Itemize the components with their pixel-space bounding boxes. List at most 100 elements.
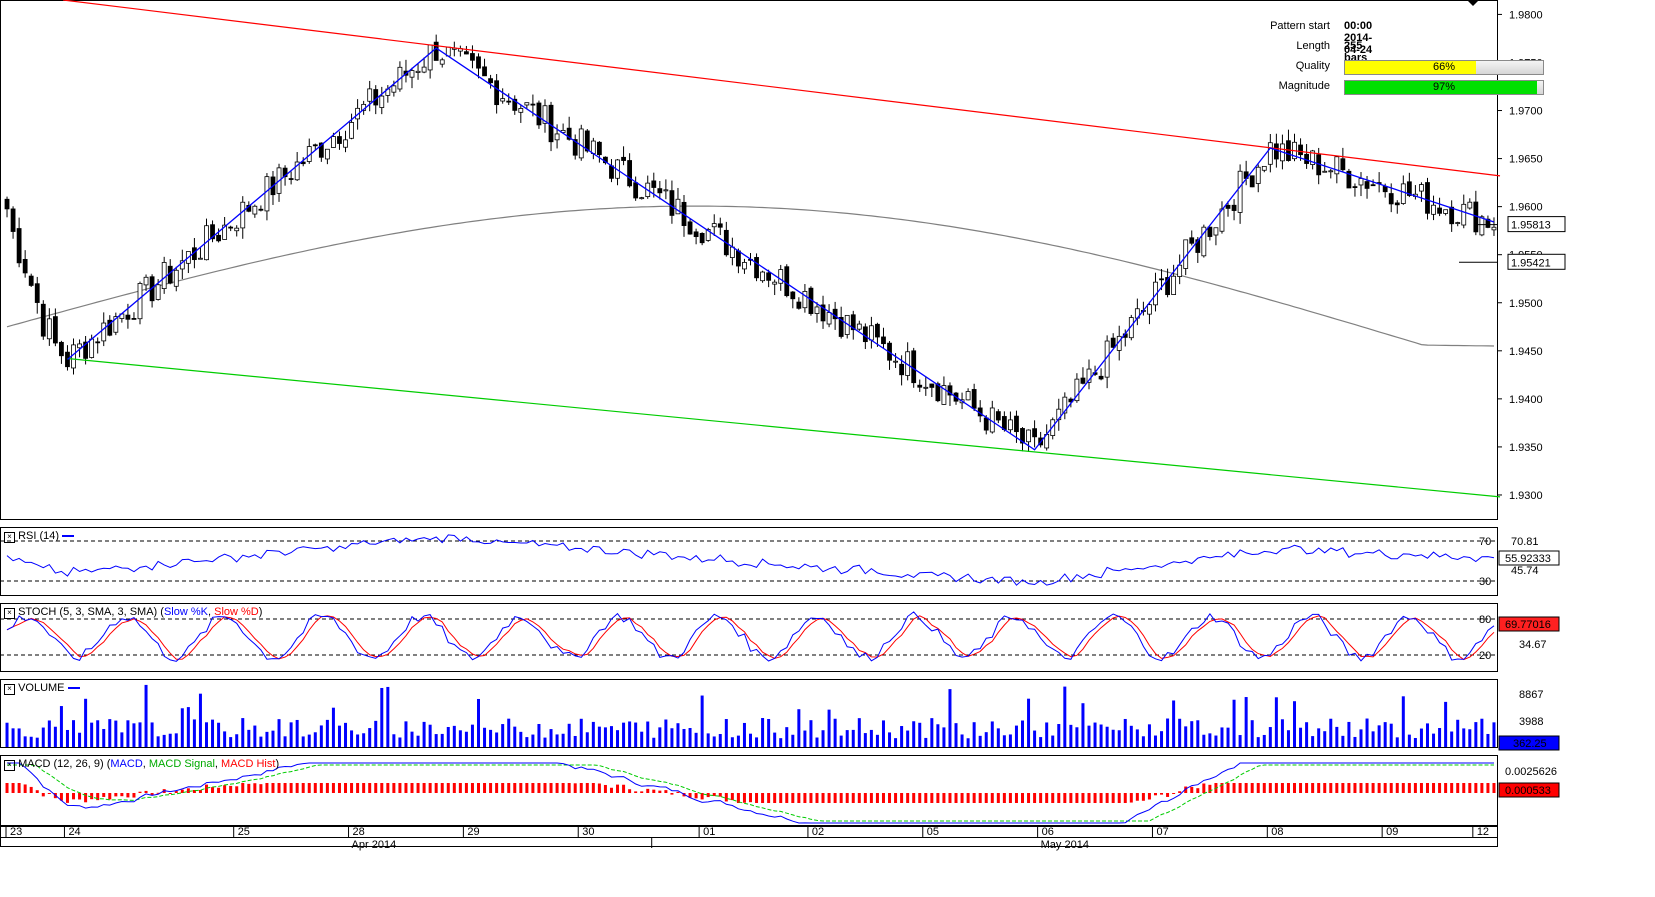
macd-hist-bar (1172, 793, 1176, 794)
macd-hist-bar (11, 783, 15, 793)
close-panel-icon[interactable]: × (4, 532, 15, 543)
volume-bar (1105, 726, 1109, 747)
macd-hist-bar (742, 793, 746, 803)
macd-hist-bar (755, 793, 759, 803)
volume-bar (773, 732, 777, 747)
macd-hist-bar (84, 793, 88, 803)
panel-frame (0, 603, 1498, 672)
macd-hist-bar (773, 793, 777, 803)
macd-hist-bar (1474, 783, 1478, 793)
rsi-line (6, 534, 1495, 586)
macd-hist-bar (78, 793, 82, 800)
volume-bar (724, 719, 728, 747)
candle-up (46, 318, 52, 340)
macd-hist-bar (1081, 793, 1085, 803)
macd-title-prefix: MACD (12, 26, 9) ( (18, 758, 111, 770)
macd-hist-bar (972, 793, 976, 803)
macd-hist-bar (241, 783, 245, 793)
candle-up (578, 128, 584, 159)
axes: 1.98001.97501.97001.96501.96001.95501.95… (5, 0, 1566, 851)
stoch-panel: 80 20 34.67 69.77016 (0, 611, 1560, 662)
macd-hist-bar (410, 783, 414, 793)
volume-bar (1075, 727, 1079, 747)
candle-down (1080, 377, 1086, 384)
sma-line (6, 205, 1495, 347)
volume-bar (440, 733, 444, 747)
candle-down (1020, 428, 1025, 444)
macd-hist-bar (1250, 783, 1254, 793)
price-tick-label: 1.9300 (1509, 490, 1543, 502)
volume-bar (930, 718, 934, 747)
candle-down (131, 318, 137, 320)
volume-bar (1202, 734, 1206, 747)
candle-up (137, 283, 143, 320)
volume-bar (1353, 736, 1357, 747)
macd-hist-bar (5, 783, 9, 793)
volume-bar (35, 737, 39, 747)
volume-bar (277, 719, 281, 747)
candle-down (1364, 181, 1370, 189)
macd-hist-bar (1413, 783, 1417, 793)
volume-bar (646, 721, 650, 747)
candle-up (1147, 304, 1152, 315)
macd-hist-bar (1347, 783, 1351, 793)
macd-hist-bar (658, 790, 662, 793)
macd-hist-bar (791, 793, 795, 803)
macd-hist-bar (537, 783, 541, 793)
month-label: Apr 2014 (352, 839, 397, 851)
candle-up (941, 385, 947, 405)
close-panel-icon[interactable]: × (4, 760, 15, 771)
macd-hist-bar (718, 793, 722, 797)
close-panel-icon[interactable]: × (4, 684, 15, 695)
macd-hist-bar (724, 793, 728, 802)
volume-bar (1021, 720, 1025, 747)
macd-hist-bar (561, 783, 565, 793)
macd-hist-bar (386, 783, 390, 793)
candle-down (754, 257, 759, 279)
candle-down (1098, 375, 1104, 380)
candle-down (125, 314, 131, 320)
macd-hist-bar (966, 793, 970, 803)
candle-down (258, 208, 264, 211)
candle-up (391, 85, 397, 93)
macd-hist-bar (1147, 793, 1151, 800)
month-label: May 2014 (1041, 839, 1089, 851)
macd-hist-bar (1093, 793, 1097, 803)
volume-bar (1468, 729, 1472, 747)
macd-hist-bar (138, 791, 142, 793)
volume-bar (628, 721, 632, 747)
macd-hist-bar (857, 793, 861, 803)
volume-bar (259, 736, 263, 747)
macd-current-box (1498, 782, 1560, 798)
candle-up (240, 201, 246, 229)
volume-bar (537, 723, 541, 747)
volume-bar (924, 737, 928, 747)
candle-up (1261, 165, 1267, 171)
macd-hist-bar (664, 790, 668, 793)
candle-down (16, 228, 22, 264)
macd-hist-bar (271, 783, 275, 793)
magnitude-bar-fill (1345, 81, 1538, 94)
price-tick-label: 1.9450 (1509, 346, 1543, 358)
volume-bar (174, 733, 178, 747)
candle-up (427, 44, 433, 71)
macd-hist-bar (422, 783, 426, 793)
candle-down (59, 341, 64, 357)
macd-hist-bar (392, 783, 396, 793)
macd-hist-bar (1395, 783, 1399, 793)
volume-bar (464, 731, 468, 747)
volume-bar (47, 720, 51, 747)
macd-hist-bar (1268, 783, 1272, 793)
close-panel-icon[interactable]: × (4, 608, 15, 619)
macd-hist-bar (337, 783, 341, 793)
volume-bar (1033, 730, 1037, 747)
candle-up (1467, 201, 1473, 209)
macd-hist-bar (1129, 793, 1133, 803)
candle-down (476, 56, 481, 69)
macd-hist-bar (1293, 783, 1297, 793)
macd-hist-bar (90, 793, 94, 800)
stoch-title: × STOCH (5, 3, SMA, 3, SMA) (Slow %K, Sl… (4, 606, 262, 619)
macd-hist-bar (368, 783, 372, 793)
volume-bar (446, 726, 450, 747)
